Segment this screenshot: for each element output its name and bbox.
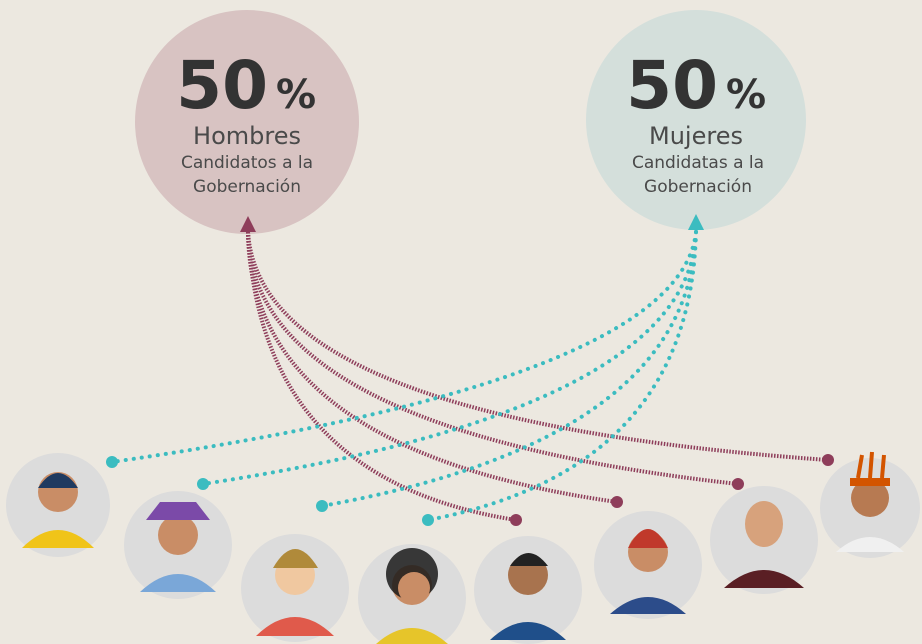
avatar-part bbox=[745, 501, 783, 547]
dot bbox=[822, 454, 834, 466]
percent: 50 bbox=[626, 47, 718, 124]
avatar bbox=[6, 453, 110, 557]
infographic: 50 % Hombres Candidatos a la Gobernación… bbox=[0, 0, 922, 644]
avatar-part bbox=[398, 572, 430, 604]
percent-unit: % bbox=[726, 72, 766, 118]
dot bbox=[197, 478, 209, 490]
avatar bbox=[124, 491, 232, 599]
group-line: Candidatos a la bbox=[181, 153, 313, 173]
avatar-part bbox=[158, 515, 198, 555]
percent-unit: % bbox=[276, 72, 316, 118]
group-line: Gobernación bbox=[193, 177, 301, 197]
avatar bbox=[710, 486, 818, 594]
dot bbox=[106, 456, 118, 468]
avatar bbox=[474, 536, 582, 644]
dot bbox=[316, 500, 328, 512]
avatar bbox=[241, 534, 349, 642]
percent: 50 bbox=[176, 47, 268, 124]
dot bbox=[611, 496, 623, 508]
dot bbox=[510, 514, 522, 526]
group-line: Gobernación bbox=[644, 177, 752, 197]
group-label: Mujeres bbox=[649, 122, 743, 150]
group-line: Candidatas a la bbox=[632, 153, 764, 173]
group-label: Hombres bbox=[193, 122, 301, 150]
avatar bbox=[594, 511, 702, 619]
avatar-part bbox=[850, 478, 890, 486]
dot bbox=[732, 478, 744, 490]
dot bbox=[422, 514, 434, 526]
